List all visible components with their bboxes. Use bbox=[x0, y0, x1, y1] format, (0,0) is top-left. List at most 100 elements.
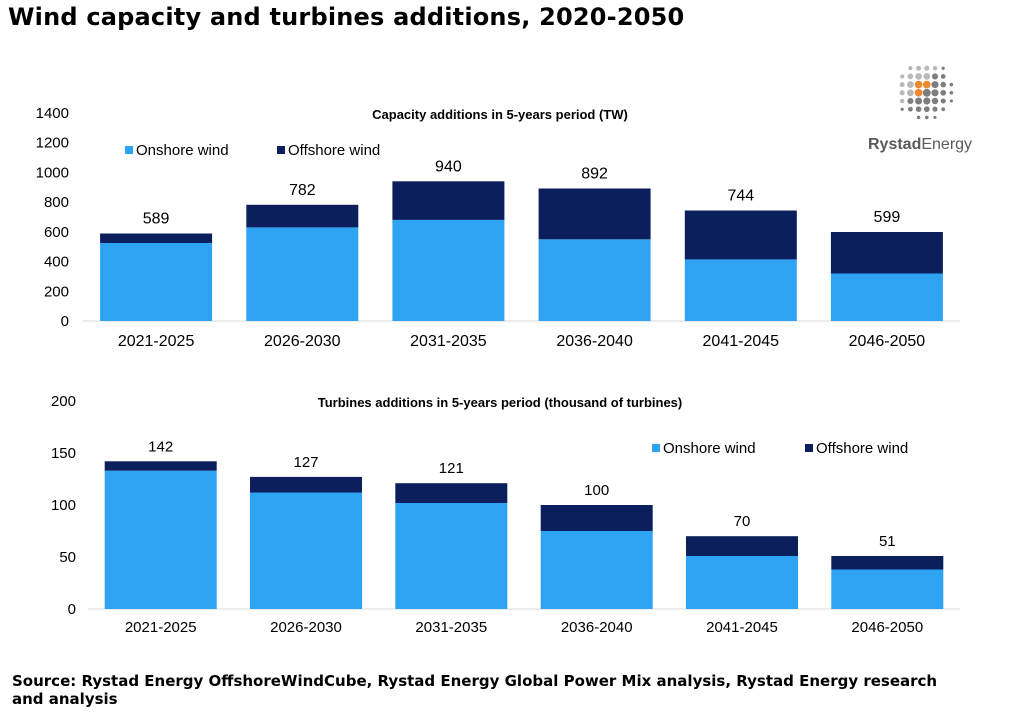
logo-dot bbox=[940, 89, 947, 96]
y-tick-label: 400 bbox=[44, 254, 69, 271]
total-data-label: 127 bbox=[293, 454, 318, 471]
bar-onshore bbox=[100, 243, 213, 321]
logo-dot bbox=[922, 88, 931, 97]
legend-label: Onshore wind bbox=[136, 142, 229, 159]
legend-swatch bbox=[805, 444, 813, 452]
logo-dot bbox=[915, 106, 922, 112]
x-tick-label: 2021-2025 bbox=[125, 619, 197, 636]
y-tick-label: 1400 bbox=[36, 105, 69, 122]
bar-onshore bbox=[250, 492, 362, 609]
rystad-globe-icon bbox=[899, 65, 954, 120]
x-tick-label: 2046-2050 bbox=[849, 333, 926, 350]
turbines-chart: Turbines additions in 5-years period (th… bbox=[51, 393, 960, 636]
bar-offshore bbox=[100, 233, 213, 243]
logo-dot bbox=[923, 97, 931, 105]
x-tick-label: 2041-2045 bbox=[706, 619, 778, 636]
logo-dot bbox=[933, 115, 937, 119]
logo-dot bbox=[907, 97, 914, 105]
chart-title: Capacity additions in 5-years period (TW… bbox=[372, 107, 628, 122]
logo-dot bbox=[924, 115, 929, 120]
total-data-label: 744 bbox=[727, 188, 754, 205]
total-data-label: 892 bbox=[581, 166, 608, 183]
total-data-label: 70 bbox=[734, 513, 751, 530]
bar-onshore bbox=[392, 220, 505, 321]
logo-dot bbox=[923, 73, 931, 80]
y-tick-label: 100 bbox=[51, 497, 76, 514]
bar-offshore bbox=[246, 204, 359, 228]
x-tick-label: 2021-2025 bbox=[118, 333, 195, 350]
legend-swatch bbox=[125, 146, 133, 154]
total-data-label: 599 bbox=[874, 209, 901, 226]
y-tick-label: 200 bbox=[44, 283, 69, 300]
logo-dot bbox=[940, 98, 946, 104]
logo-dot bbox=[932, 65, 938, 71]
bar-onshore bbox=[395, 502, 508, 609]
y-tick-label: 200 bbox=[51, 393, 76, 410]
bar-onshore bbox=[246, 227, 359, 321]
page-title: Wind capacity and turbines additions, 20… bbox=[8, 3, 685, 31]
source-note: Source: Rystad Energy OffshoreWindCube, … bbox=[12, 672, 938, 708]
y-tick-label: 0 bbox=[68, 601, 76, 618]
logo-dot bbox=[924, 65, 930, 71]
logo-dot bbox=[899, 98, 905, 104]
logo-dot bbox=[940, 81, 946, 88]
legend-label: Onshore wind bbox=[663, 440, 756, 457]
y-tick-label: 0 bbox=[61, 313, 69, 330]
logo-dot bbox=[916, 115, 921, 120]
logo-dot bbox=[914, 88, 923, 97]
bar-offshore bbox=[830, 232, 943, 274]
total-data-label: 142 bbox=[148, 438, 173, 455]
logo-dot bbox=[899, 90, 905, 96]
logo-dot bbox=[949, 90, 954, 95]
total-data-label: 940 bbox=[435, 158, 462, 175]
total-data-label: 589 bbox=[143, 211, 170, 228]
logo-dot bbox=[914, 80, 923, 89]
bar-offshore bbox=[250, 476, 362, 493]
y-tick-label: 150 bbox=[51, 445, 76, 462]
logo-dot bbox=[908, 106, 913, 112]
logo-dot bbox=[899, 82, 905, 88]
y-tick-label: 1000 bbox=[36, 164, 69, 181]
bar-offshore bbox=[540, 505, 653, 531]
total-data-label: 782 bbox=[289, 182, 316, 199]
x-tick-label: 2046-2050 bbox=[851, 619, 923, 636]
brand-logo-text: RystadEnergy bbox=[868, 136, 973, 153]
bar-offshore bbox=[684, 210, 797, 260]
y-tick-label: 50 bbox=[59, 549, 76, 566]
bar-onshore bbox=[538, 239, 651, 321]
logo-dot bbox=[900, 107, 904, 111]
logo-dot bbox=[907, 89, 914, 97]
bar-offshore bbox=[395, 483, 508, 503]
chart-title: Turbines additions in 5-years period (th… bbox=[318, 395, 683, 410]
x-tick-label: 2036-2040 bbox=[561, 619, 633, 636]
logo-dot bbox=[931, 89, 939, 97]
logo-dot bbox=[931, 73, 939, 80]
total-data-label: 51 bbox=[879, 533, 896, 550]
logo-dot bbox=[940, 74, 946, 79]
logo-dot bbox=[907, 81, 914, 88]
x-tick-label: 2031-2035 bbox=[410, 333, 487, 350]
logo-dot bbox=[931, 97, 939, 105]
logo-dot bbox=[941, 66, 945, 70]
bar-onshore bbox=[686, 556, 798, 609]
x-tick-label: 2026-2030 bbox=[270, 619, 342, 636]
logo-dot bbox=[907, 73, 914, 80]
bar-onshore bbox=[830, 273, 943, 321]
legend-label: Offshore wind bbox=[288, 142, 380, 159]
bar-offshore bbox=[538, 188, 651, 240]
legend-label: Offshore wind bbox=[816, 440, 908, 457]
x-tick-label: 2036-2040 bbox=[556, 333, 633, 350]
bar-offshore bbox=[104, 461, 217, 471]
legend-swatch bbox=[652, 444, 660, 452]
logo-dot bbox=[949, 82, 954, 87]
total-data-label: 121 bbox=[439, 460, 464, 477]
bar-onshore bbox=[684, 259, 797, 321]
logo-dot bbox=[915, 97, 923, 105]
capacity-chart: Capacity additions in 5-years period (TW… bbox=[36, 105, 960, 350]
logo-dot bbox=[916, 65, 922, 71]
logo-dot bbox=[931, 81, 939, 89]
bar-offshore bbox=[392, 181, 505, 220]
bar-onshore bbox=[831, 569, 944, 609]
x-tick-label: 2031-2035 bbox=[415, 619, 487, 636]
bar-onshore bbox=[540, 531, 653, 609]
